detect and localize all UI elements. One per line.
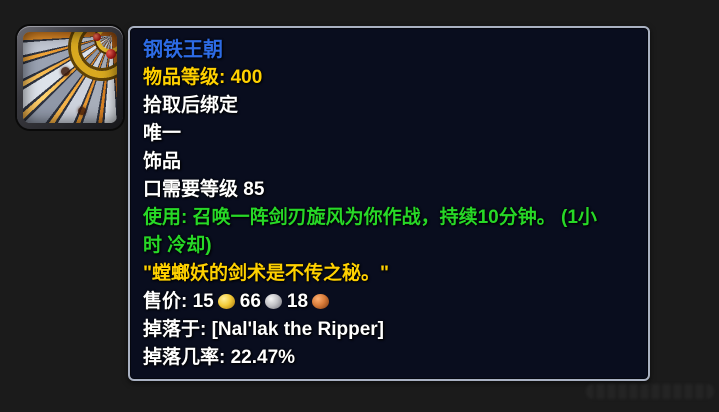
sell-price-label: 售价:	[143, 291, 193, 312]
copper-amount: 18	[286, 291, 309, 312]
silver-coin-icon	[264, 294, 282, 309]
use-effect-line1: 使用: 召唤一阵剑刃旋风为你作战，持续10分钟。 (1小	[143, 207, 597, 228]
item-tooltip: 钢铁王朝 物品等级: 400 拾取后绑定 唯一 饰品 口需要等级 85 使用: …	[128, 26, 650, 381]
flavor-text: "螳螂妖的剑术是不传之秘。"	[143, 263, 390, 284]
sell-price: 售价: 15 66 18	[143, 288, 635, 316]
gold-coin-icon	[217, 294, 235, 309]
drop-chance: 掉落几率: 22.47%	[143, 347, 296, 368]
item-name: 钢铁王朝	[143, 39, 223, 61]
use-effect-line2: 时 冷却)	[143, 235, 212, 256]
watermark	[586, 384, 714, 399]
slot-line: 饰品	[143, 151, 182, 172]
dark-spot-detail	[60, 66, 70, 76]
silver-amount: 66	[239, 291, 261, 312]
item-icon[interactable]	[17, 26, 123, 129]
gold-ring-inner-detail	[96, 32, 117, 53]
unique-line: 唯一	[143, 123, 182, 144]
dark-spot-detail	[77, 106, 86, 115]
bind-on-pickup: 拾取后绑定	[143, 95, 239, 116]
item-level: 物品等级: 400	[143, 67, 263, 88]
gold-amount: 15	[192, 291, 214, 312]
red-gem-detail-small	[93, 33, 101, 41]
requires-level: 口需要等级 85	[143, 179, 265, 200]
copper-coin-icon	[312, 294, 330, 309]
drop-source: 掉落于: [Nal'lak the Ripper]	[143, 319, 384, 340]
red-gem-detail	[106, 49, 116, 59]
gold-ring-detail	[71, 32, 117, 78]
fanned-blades-art	[23, 32, 117, 123]
